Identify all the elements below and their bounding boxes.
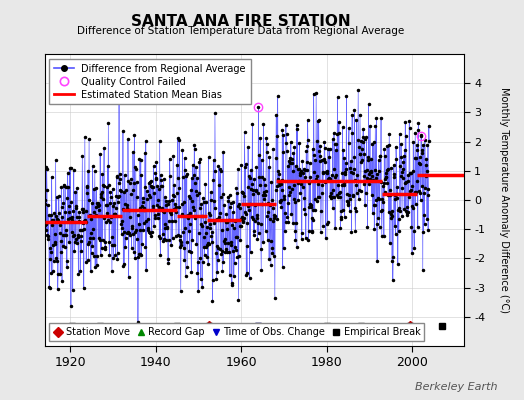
Y-axis label: Monthly Temperature Anomaly Difference (°C): Monthly Temperature Anomaly Difference (… xyxy=(499,87,509,313)
Text: SANTA ANA FIRE STATION: SANTA ANA FIRE STATION xyxy=(131,14,351,29)
Text: Difference of Station Temperature Data from Regional Average: Difference of Station Temperature Data f… xyxy=(78,26,405,36)
Text: Berkeley Earth: Berkeley Earth xyxy=(416,382,498,392)
Legend: Station Move, Record Gap, Time of Obs. Change, Empirical Break: Station Move, Record Gap, Time of Obs. C… xyxy=(49,323,424,341)
